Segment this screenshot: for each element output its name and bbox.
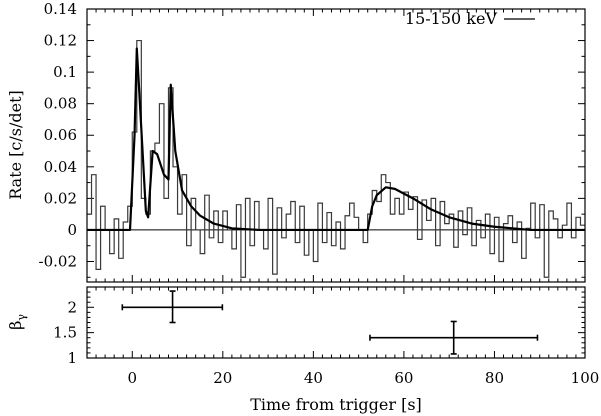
top-y-axis-label: Rate [c/s/det] xyxy=(6,90,25,200)
x-tick-label: 60 xyxy=(394,369,413,387)
y-tick-label: 1 xyxy=(67,349,77,367)
y-tick-label: 0.02 xyxy=(44,189,77,207)
y-tick-label: 0.12 xyxy=(44,32,77,50)
svg-text:βγ: βγ xyxy=(6,314,28,330)
y-tick-label: 0.08 xyxy=(44,95,77,113)
y-tick-label: 0.04 xyxy=(44,158,77,176)
bottom-y-axis-label: βγ xyxy=(6,314,28,330)
legend-label: 15-150 keV xyxy=(405,9,498,28)
x-tick-label: 100 xyxy=(571,369,600,387)
x-tick-label: 0 xyxy=(127,369,137,387)
y-tick-label: 2 xyxy=(67,298,77,316)
light-curve-histogram xyxy=(87,39,585,278)
y-tick-label: 0.1 xyxy=(53,63,77,81)
legend: 15-150 keV xyxy=(405,9,535,28)
y-tick-label: -0.02 xyxy=(39,252,77,270)
top-panel-frame xyxy=(86,8,586,283)
y-tick-label: 0.14 xyxy=(44,0,77,18)
error-bars xyxy=(121,290,539,355)
bottom-panel-frame xyxy=(86,286,586,359)
model-curve xyxy=(87,47,585,232)
y-tick-label: 1.5 xyxy=(53,324,77,342)
x-tick-label: 20 xyxy=(213,369,232,387)
beta-symbol: β xyxy=(6,321,25,330)
error-bar-point xyxy=(369,320,539,355)
x-tick-label: 80 xyxy=(485,369,504,387)
x-tick-label: 40 xyxy=(304,369,323,387)
x-axis-label: Time from trigger [s] xyxy=(250,395,422,414)
gamma-subscript: γ xyxy=(15,314,28,321)
y-tick-label: 0 xyxy=(67,221,77,239)
error-bar-point xyxy=(121,290,224,324)
y-tick-label: 0.06 xyxy=(44,126,77,144)
bottom-panel-ticks xyxy=(86,287,586,359)
